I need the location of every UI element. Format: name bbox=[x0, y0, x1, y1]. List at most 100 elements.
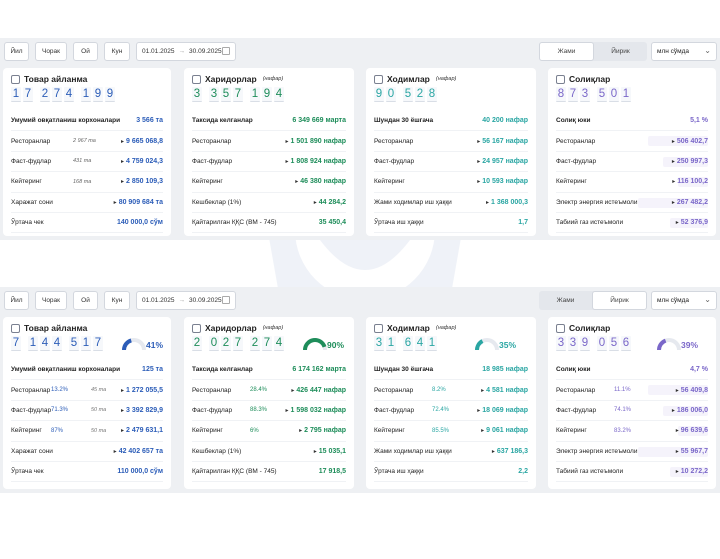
digit-gap bbox=[398, 336, 401, 351]
stat-value: 186 006,0 bbox=[672, 407, 708, 414]
stat-count: 45 та bbox=[91, 387, 107, 394]
stat-row: Солиқ юки 4,7 % bbox=[556, 360, 708, 381]
digit: 3 bbox=[209, 87, 219, 102]
digit: 5 bbox=[609, 336, 619, 351]
staff-share-gauge: 35% bbox=[474, 331, 516, 355]
period-year-button[interactable]: Йил bbox=[4, 291, 29, 310]
digit: 9 bbox=[262, 87, 272, 102]
date-from: 01.01.2025 bbox=[142, 297, 175, 304]
stat-label: Қайтарилган ҚҚС (ВМ - 745) bbox=[192, 468, 277, 476]
stat-value: 52 376,9 bbox=[676, 219, 708, 226]
date-range-picker[interactable]: 01.01.2025 → 30.09.2025 bbox=[136, 291, 236, 310]
digit: 2 bbox=[250, 336, 260, 351]
stat-row: Кейтеринг 168 та 2 850 109,3 bbox=[11, 172, 163, 193]
scope-total-tab[interactable]: Жами bbox=[539, 42, 594, 61]
stat-row: Жами ходимлар иш ҳаққи 1 368 000,3 bbox=[374, 193, 528, 213]
digit-gap bbox=[245, 336, 248, 351]
card-title: Солиқлар bbox=[569, 74, 611, 84]
digit-gap bbox=[245, 87, 248, 102]
stat-percent: 8.2% bbox=[432, 387, 446, 394]
digit: 8 bbox=[556, 87, 566, 102]
digit-gap bbox=[76, 87, 79, 102]
unit-select[interactable]: млн сўмда ⌄ bbox=[651, 291, 717, 310]
period-day-button[interactable]: Кун bbox=[104, 42, 130, 61]
digit: 9 bbox=[105, 87, 115, 102]
stat-row: Ресторанлар 506 402,7 bbox=[556, 131, 708, 152]
stat-value: 1 808 924 нафар bbox=[285, 158, 346, 165]
period-year-button[interactable]: Йил bbox=[4, 42, 29, 61]
period-quarter-button[interactable]: Чорак bbox=[35, 42, 67, 61]
unit-select-value: млн сўмда bbox=[657, 48, 690, 55]
stat-label: Кешбеклар (1%) bbox=[192, 447, 242, 455]
period-quarter-button[interactable]: Чорак bbox=[35, 291, 67, 310]
digit: 0 bbox=[609, 87, 619, 102]
stat-value: 637 186,3 bbox=[492, 448, 528, 455]
stat-row: Ўртача чек 110 000,0 сўм bbox=[11, 462, 163, 483]
card-title: Солиқлар bbox=[569, 323, 611, 333]
digit: 4 bbox=[274, 87, 284, 102]
gauge-fill bbox=[657, 338, 667, 351]
unit-select[interactable]: млн сўмда ⌄ bbox=[651, 42, 717, 61]
stat-label: Ўртача иш ҳаққи bbox=[374, 219, 424, 227]
digit: 0 bbox=[386, 87, 396, 102]
document-icon bbox=[556, 74, 565, 84]
digit: 7 bbox=[52, 87, 62, 102]
stat-row: Қайтарилган ҚҚС (ВМ - 745) 17 918,5 bbox=[192, 462, 346, 483]
trade-rows: Умумий овқатланиш корхоналари 3 566 та Рес… bbox=[11, 111, 163, 234]
date-range-picker[interactable]: 01.01.2025 → 30.09.2025 bbox=[136, 42, 236, 61]
stat-row: Кешбеклар (1%) 15 035,1 bbox=[192, 442, 346, 462]
filter-toolbar: Йил Чорак Ой Кун 01.01.2025 → 30.09.2025… bbox=[0, 42, 720, 64]
stat-row: Электр энергия истеъмоли 267 482,2 bbox=[556, 193, 708, 213]
digit-gap bbox=[64, 336, 67, 351]
stat-row: Кешбеклар (1%) 44 284,2 bbox=[192, 193, 346, 213]
stat-percent: 11.1% bbox=[614, 387, 631, 394]
stat-value: 56 167 нафар bbox=[477, 138, 528, 145]
stat-value: 1 272 055,5 bbox=[121, 387, 163, 394]
period-day-button[interactable]: Кун bbox=[104, 291, 130, 310]
gauge-arc bbox=[303, 338, 327, 351]
period-month-button[interactable]: Ой bbox=[73, 42, 98, 61]
taxes-rows: Солиқ юки 4,7 % Ресторанлар 11.1% 56 409,8 Фа… bbox=[556, 360, 708, 483]
box-icon bbox=[11, 323, 20, 333]
card-subtitle: (нафар) bbox=[262, 76, 284, 82]
date-to: 30.09.2025 bbox=[189, 297, 222, 304]
customers-rows: Таксида келганлар 6 174 162 марта Ресторан… bbox=[192, 360, 346, 483]
stat-label: Жами ходимлар иш ҳаққи bbox=[374, 198, 452, 206]
box-icon bbox=[11, 74, 20, 84]
stat-bar bbox=[638, 446, 708, 457]
stat-value: 15 035,1 bbox=[314, 448, 346, 455]
stat-row: Таксида келганлар 6 174 162 марта bbox=[192, 360, 346, 381]
digit: 4 bbox=[415, 336, 425, 351]
scope-large-tab[interactable]: Йирик bbox=[592, 291, 647, 310]
period-month-button[interactable]: Ой bbox=[73, 291, 98, 310]
card-title: Товар айланма bbox=[24, 323, 88, 333]
stat-value: 10 272,2 bbox=[676, 468, 708, 475]
stat-row: Фаст-фудлар 431 та 4 759 024,3 bbox=[11, 152, 163, 173]
stat-value: 4 581 нафар bbox=[481, 387, 528, 394]
scope-large-tab[interactable]: Йирик bbox=[611, 48, 630, 55]
stat-row: Фаст-фудлар 72.4% 18 069 нафар bbox=[374, 401, 528, 422]
card-title: Харидорлар bbox=[205, 323, 257, 333]
date-from: 01.01.2025 bbox=[142, 48, 175, 55]
scope-total-tab[interactable]: Жами bbox=[556, 297, 575, 304]
card-title: Ходимлар bbox=[387, 323, 430, 333]
calendar-icon bbox=[222, 296, 230, 304]
card-subtitle: (нафар) bbox=[435, 76, 457, 82]
customers-rows: Таксида келганлар 6 349 669 марта Ресторан… bbox=[192, 111, 346, 234]
gauge-arc bbox=[122, 338, 146, 351]
stat-label: Фаст-фудлар bbox=[374, 406, 415, 414]
digit: 4 bbox=[40, 336, 50, 351]
digit-gap bbox=[398, 87, 401, 102]
stat-value: 1 598 032 нафар bbox=[285, 407, 346, 414]
card-title: Харидорлар bbox=[205, 74, 257, 84]
digit: 7 bbox=[23, 87, 33, 102]
digit: 9 bbox=[374, 87, 384, 102]
stat-row: Харажат сони 42 402 657 та bbox=[11, 442, 163, 462]
stat-row: Фаст-фудлар 74.1% 186 006,0 bbox=[556, 401, 708, 422]
stat-value: 35 450,4 bbox=[318, 219, 346, 227]
card-subtitle: (нафар) bbox=[435, 325, 457, 331]
